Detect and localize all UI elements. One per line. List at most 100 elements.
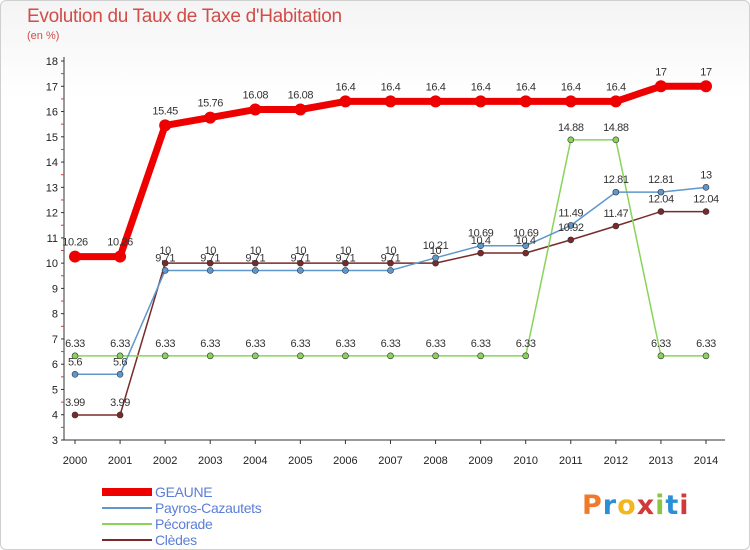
data-label: 16.4: [606, 81, 626, 93]
x-tick-label: 2000: [63, 455, 87, 467]
data-point: [432, 352, 439, 360]
data-label: 10.4: [516, 235, 536, 247]
data-label: 6.33: [516, 338, 536, 350]
data-label: 9.71: [200, 252, 220, 264]
y-tick-label: 17: [46, 81, 58, 93]
data-point: [702, 208, 710, 215]
data-point: [161, 267, 169, 274]
data-point: [657, 188, 665, 196]
data-point: [384, 95, 397, 108]
y-axis-ticks: 3 4 5 6 7 8 9 10 11 12 13 14 15 16 17 18: [46, 56, 58, 447]
series-0: [69, 80, 712, 263]
data-point: [159, 119, 172, 132]
data-label: 10.4: [471, 235, 491, 247]
x-tick-label: 2004: [243, 455, 267, 467]
data-label: 10: [159, 245, 171, 257]
data-label: 3.99: [110, 397, 130, 409]
y-tick-label: 12: [46, 208, 58, 220]
data-point: [297, 352, 304, 360]
data-label: 5.6: [68, 356, 82, 368]
data-label: 6.33: [110, 338, 130, 350]
data-label: 6.33: [381, 338, 401, 350]
data-point: [519, 95, 532, 108]
data-label: 9.71: [336, 252, 356, 264]
y-tick-label: 9: [52, 283, 58, 295]
data-label: 9.71: [381, 252, 401, 264]
legend-swatch: [102, 539, 152, 541]
axes: [61, 57, 725, 441]
data-point: [612, 136, 620, 144]
data-label: 13: [700, 169, 712, 181]
data-label: 12.04: [693, 194, 719, 206]
data-label: 16.4: [471, 81, 491, 93]
chart-title: Evolution du Taux de Taxe d'Habitation: [27, 6, 342, 27]
data-point: [114, 250, 127, 263]
data-point: [161, 259, 169, 267]
data-point: [612, 222, 620, 230]
data-label: 10: [250, 245, 262, 257]
data-label: 5.6: [113, 356, 127, 368]
data-point: [251, 267, 259, 274]
data-point: [387, 267, 394, 274]
data-label: 12.81: [648, 174, 674, 186]
data-point: [339, 95, 352, 108]
y-tick-label: 3: [52, 435, 58, 447]
data-label: 6.33: [65, 338, 85, 350]
data-point: [71, 371, 79, 378]
legend-label: Payros-Cazautets: [155, 500, 262, 516]
series-1: [71, 184, 710, 378]
data-point: [522, 242, 530, 249]
brand-logo: Proxiti: [582, 490, 690, 521]
data-point: [294, 103, 307, 116]
data-point: [477, 352, 484, 360]
x-tick-label: 2005: [288, 455, 312, 467]
data-label: 15.76: [197, 98, 223, 110]
chart-subtitle: (en %): [27, 30, 60, 42]
data-point: [567, 236, 575, 244]
data-point: [387, 352, 394, 360]
data-label: 14.88: [603, 122, 629, 134]
data-point: [567, 136, 575, 144]
data-label: 10.21: [423, 240, 449, 252]
data-point: [297, 259, 304, 267]
data-label: 10: [340, 245, 352, 257]
x-tick-label: 2003: [198, 455, 222, 467]
data-label: 6.33: [155, 338, 175, 350]
data-point: [702, 352, 710, 360]
data-point: [564, 95, 577, 108]
y-tick-label: 4: [52, 410, 58, 422]
data-point: [654, 80, 667, 93]
x-tick-label: 2013: [649, 455, 673, 467]
legend-label: Pécorade: [155, 516, 213, 532]
data-label: 6.33: [651, 338, 671, 350]
data-point: [206, 352, 214, 360]
x-tick-label: 2014: [694, 455, 718, 467]
series-layer: [69, 80, 712, 419]
brand-letter: o: [617, 490, 637, 521]
data-label: 6.33: [290, 338, 310, 350]
y-tick-label: 8: [52, 309, 58, 321]
data-label: 9.71: [290, 252, 310, 264]
brand-letter: P: [582, 490, 603, 521]
x-tick-label: 2011: [559, 455, 583, 467]
x-tick-label: 2010: [513, 455, 537, 467]
data-label: 10: [430, 245, 442, 257]
data-label: 6.33: [245, 338, 265, 350]
data-point: [567, 222, 575, 229]
x-tick-label: 2007: [378, 455, 402, 467]
legend-label: Clèdes: [155, 532, 197, 548]
data-labels: 10.26 10.26 15.45 15.76 16.08 16.08 16.4 16.4 16…: [62, 66, 719, 409]
data-label: 12.81: [603, 174, 629, 186]
data-point: [251, 352, 259, 360]
y-tick-label: 11: [47, 233, 58, 245]
data-label: 10: [204, 245, 216, 257]
data-point: [342, 267, 349, 274]
x-tick-label: 2006: [333, 455, 357, 467]
data-label: 6.33: [200, 338, 220, 350]
data-label: 10.92: [558, 222, 584, 234]
data-label: 6.33: [336, 338, 356, 350]
data-label: 6.33: [426, 338, 446, 350]
brand-letter: i: [679, 490, 690, 521]
data-point: [522, 249, 530, 257]
